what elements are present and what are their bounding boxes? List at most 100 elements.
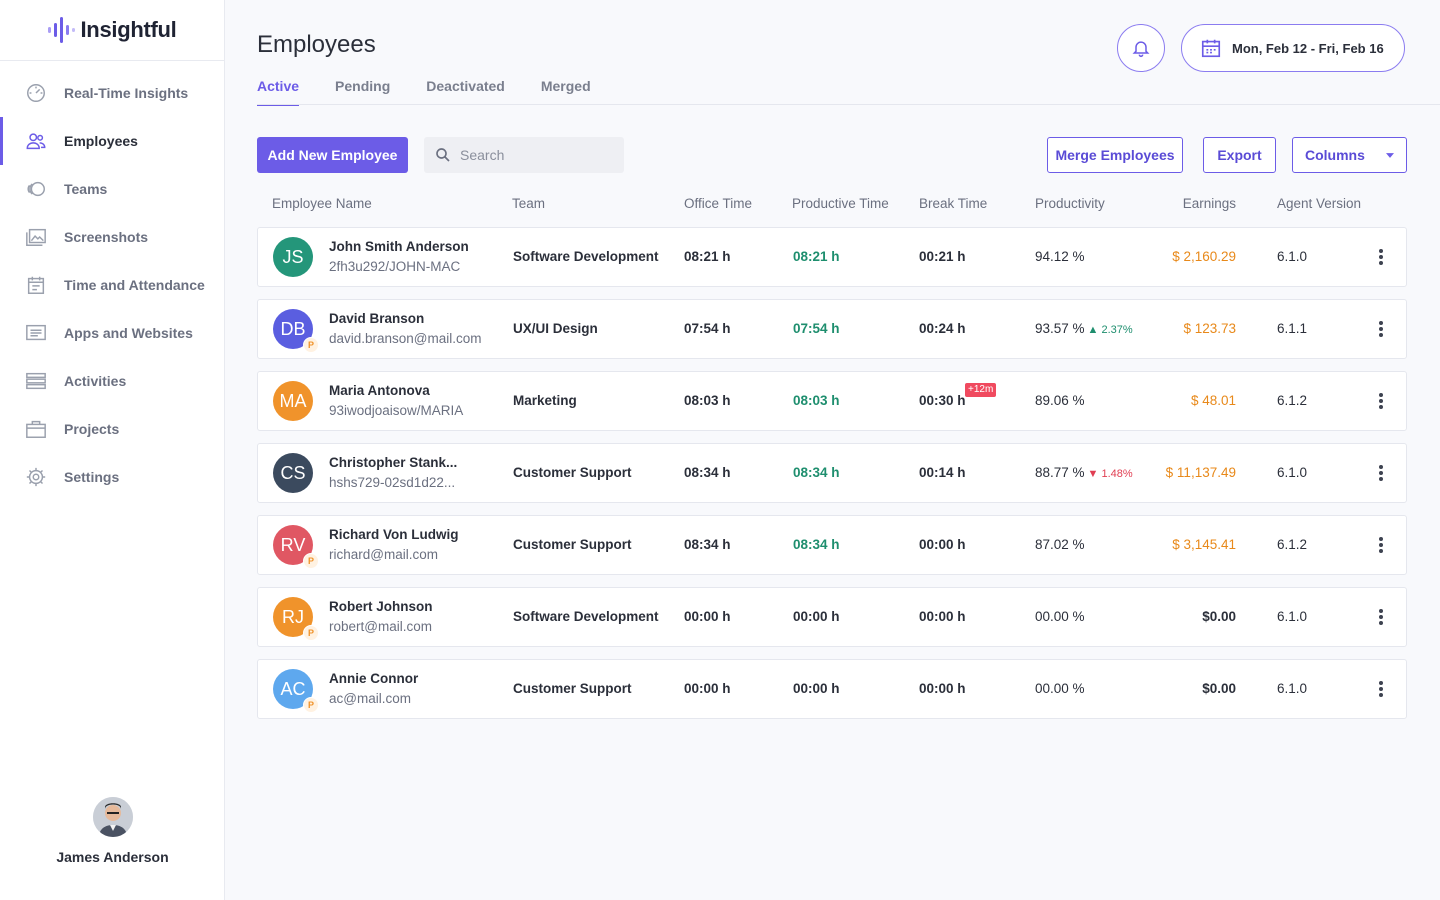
page-title: Employees [257,31,376,58]
avatar: JS [273,237,313,277]
user-name: James Anderson [56,849,169,865]
avatar: AC P [273,669,319,713]
sidebar-item-activities[interactable]: Activities [0,357,224,405]
sidebar-nav: Real-Time Insights Employees Teams Scree… [0,69,224,501]
user-profile[interactable]: James Anderson [0,797,225,865]
table-row[interactable]: RV P Richard Von Ludwig richard@mail.com Cus… [257,515,1407,575]
productive-time-cell: 08:21 h [793,249,840,264]
tab-merged[interactable]: Merged [540,78,591,94]
sidebar-item-real-time-insights[interactable]: Real-Time Insights [0,69,224,117]
logo[interactable]: Insightful [0,0,224,61]
employee-name[interactable]: Robert Johnson [329,599,433,614]
productivity-value: 89.06 % [1035,393,1085,408]
users-icon [24,129,48,153]
sidebar-item-settings[interactable]: Settings [0,453,224,501]
table-row[interactable]: JS John Smith Anderson 2fh3u292/JOHN-MAC So… [257,227,1407,287]
notifications-button[interactable] [1117,24,1165,72]
employee-name[interactable]: John Smith Anderson [329,239,469,254]
columns-dropdown[interactable]: Columns [1292,137,1407,173]
employee-identifier: ac@mail.com [329,691,411,706]
office-time-cell: 00:00 h [684,681,731,696]
more-options-icon[interactable] [1376,679,1386,699]
table-row[interactable]: RJ P Robert Johnson robert@mail.com Software… [257,587,1407,647]
sidebar: Insightful Real-Time Insights Employees … [0,0,225,900]
col-header-office-time[interactable]: Office Time [684,196,753,211]
avatar-initials: CS [280,462,306,483]
list-icon [24,369,48,393]
sidebar-item-label: Employees [64,133,138,149]
trend-up-badge: ▲ 2.37% [1088,324,1133,336]
sidebar-item-apps-and-websites[interactable]: Apps and Websites [0,309,224,357]
more-options-icon[interactable] [1376,463,1386,483]
office-time-cell: 08:03 h [684,393,731,408]
col-header-team[interactable]: Team [512,196,546,211]
team-cell: Software Development [513,249,659,264]
team-cell: Customer Support [513,537,632,552]
more-options-icon[interactable] [1376,247,1386,267]
more-options-icon[interactable] [1376,607,1386,627]
employee-name[interactable]: David Branson [329,311,425,326]
break-time-cell: 00:00 h [919,609,966,624]
earnings-cell: $ 11,137.49 [1165,465,1236,480]
agent-version-cell: 6.1.2 [1277,393,1308,408]
table-row[interactable]: CS Christopher Stank... hshs729-02sd1d22..… [257,443,1407,503]
date-range-label: Mon, Feb 12 - Fri, Feb 16 [1232,40,1384,56]
logo-text: Insightful [80,17,177,42]
team-cell: Customer Support [513,465,632,480]
merge-employees-button[interactable]: Merge Employees [1047,137,1183,173]
productivity-value: 93.57 % [1035,321,1085,336]
gauge-icon [24,81,48,105]
team-cell: UX/UI Design [513,321,598,336]
col-header-break-time[interactable]: Break Time [919,196,988,211]
agent-version-cell: 6.1.0 [1277,465,1308,480]
productive-time-cell: 00:00 h [793,681,840,696]
table-row[interactable]: AC P Annie Connor ac@mail.com Customer Suppo… [257,659,1407,719]
sidebar-item-teams[interactable]: Teams [0,165,224,213]
productivity-cell: 88.77 % ▼ 1.48% [1035,465,1133,480]
tab-deactivated[interactable]: Deactivated [426,78,505,94]
sidebar-item-employees[interactable]: Employees [0,117,224,165]
search-box[interactable] [424,137,624,173]
export-button[interactable]: Export [1203,137,1276,173]
col-header-productivity[interactable]: Productivity [1035,196,1105,211]
tab-pending[interactable]: Pending [335,78,391,94]
add-employee-button[interactable]: Add New Employee [257,137,408,173]
productive-time-cell: 00:00 h [793,609,840,624]
earnings-cell: $ 2,160.29 [1172,249,1236,264]
sidebar-item-time-and-attendance[interactable]: Time and Attendance [0,261,224,309]
break-time-cell: 00:24 h [919,321,966,336]
avatar-initials: JS [282,246,304,267]
table-row[interactable]: DB P David Branson david.branson@mail.com UX… [257,299,1407,359]
col-header-productive-time[interactable]: Productive Time [792,196,889,211]
agent-version-cell: 6.1.2 [1277,537,1308,552]
table-row[interactable]: MA Maria Antonova 93iwodjoaisow/MARIA Marke… [257,371,1407,431]
calendar-icon [1201,39,1221,58]
more-options-icon[interactable] [1376,535,1386,555]
col-header-agent-version[interactable]: Agent Version [1277,196,1362,211]
employee-name[interactable]: Maria Antonova [329,383,430,398]
briefcase-icon [24,417,48,441]
search-icon [436,148,450,162]
col-header-name[interactable]: Employee Name [272,196,372,211]
employee-name[interactable]: Annie Connor [329,671,419,686]
date-range-picker[interactable]: Mon, Feb 12 - Fri, Feb 16 [1181,24,1405,72]
sidebar-item-projects[interactable]: Projects [0,405,224,453]
sidebar-item-screenshots[interactable]: Screenshots [0,213,224,261]
more-options-icon[interactable] [1376,319,1386,339]
calendar-icon [24,273,48,297]
col-header-earnings[interactable]: Earnings [1182,196,1236,211]
more-options-icon[interactable] [1376,391,1386,411]
search-input[interactable] [460,147,610,163]
earnings-cell: $0.00 [1202,681,1236,696]
trend-value: 2.37% [1101,324,1133,336]
tab-active[interactable]: Active [257,78,300,106]
logo-mark-icon [47,17,75,43]
productive-time-cell: 08:34 h [793,465,840,480]
sidebar-item-label: Projects [64,421,120,437]
office-time-cell: 08:34 h [684,465,731,480]
avatar: MA [273,381,313,421]
employee-name[interactable]: Richard Von Ludwig [329,527,459,542]
gear-icon [24,465,48,489]
avatar[interactable] [92,797,133,837]
employee-name[interactable]: Christopher Stank... [329,455,458,470]
